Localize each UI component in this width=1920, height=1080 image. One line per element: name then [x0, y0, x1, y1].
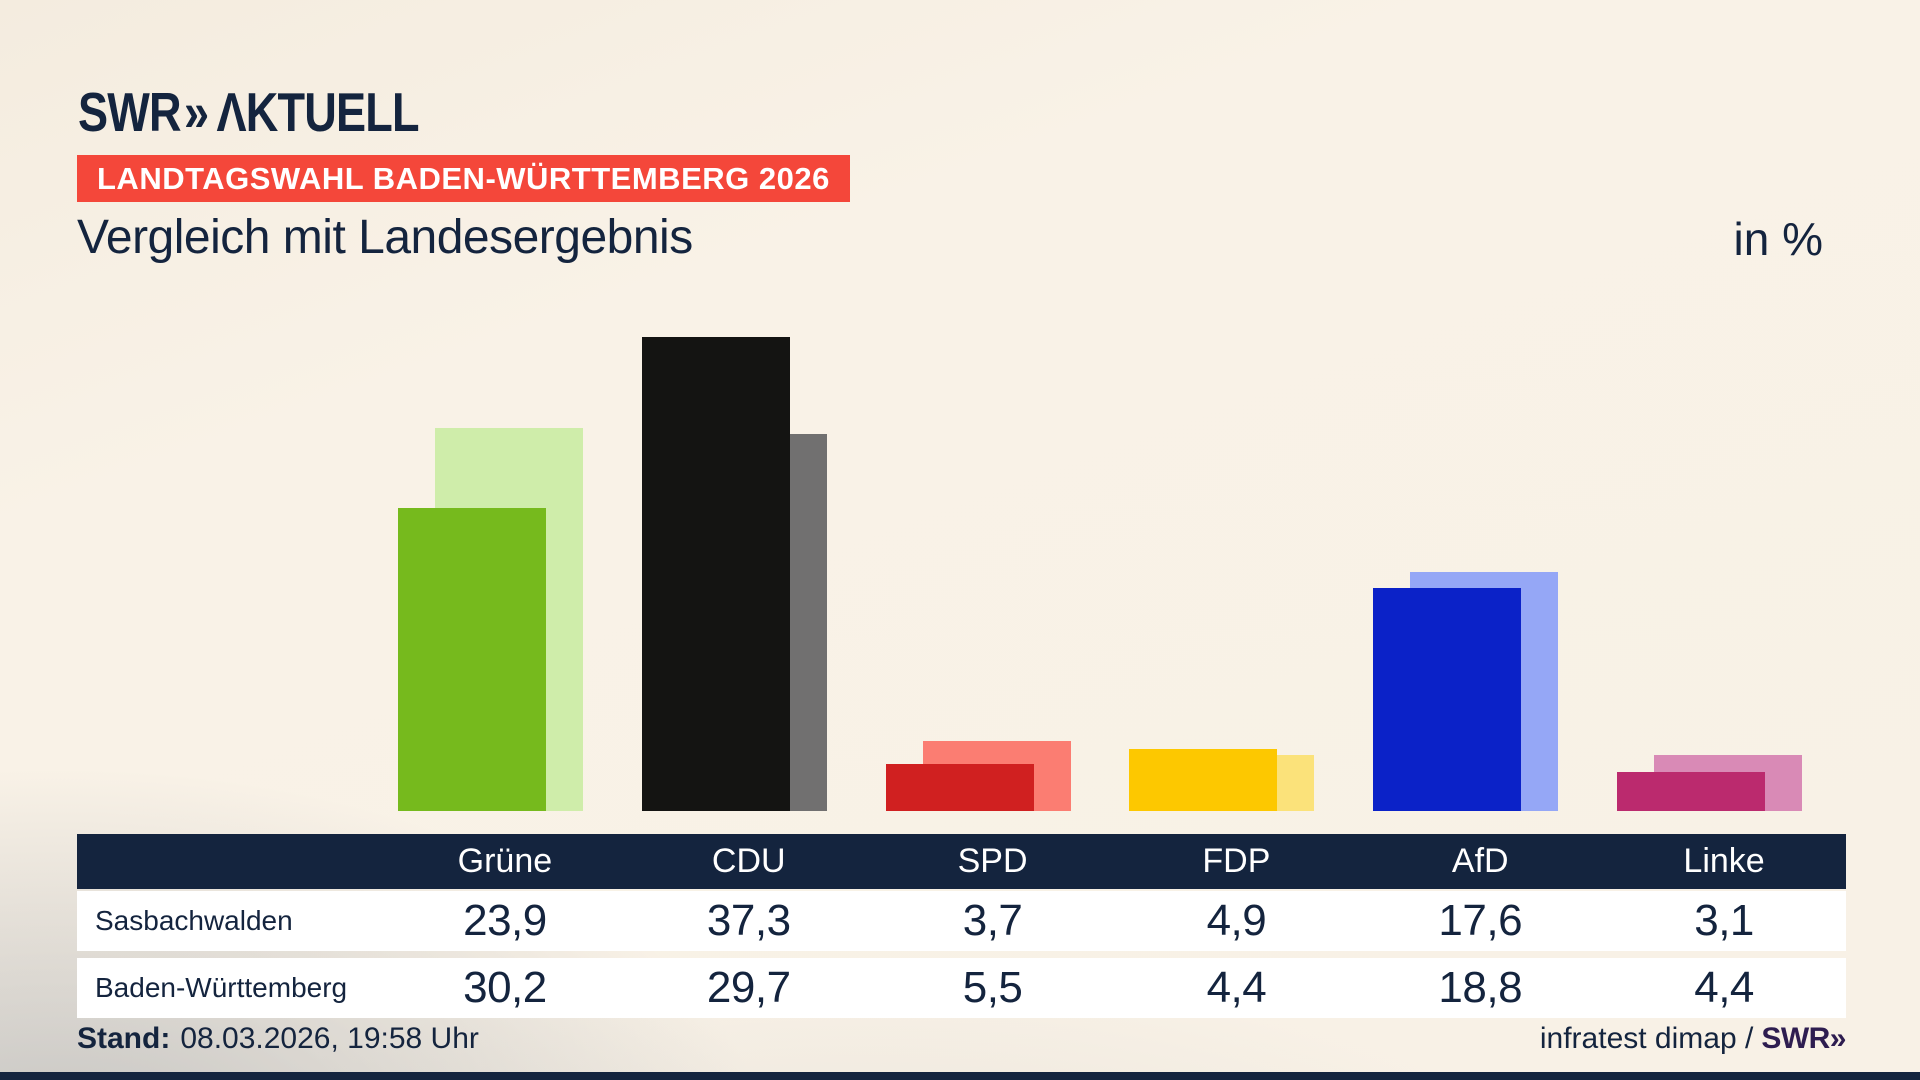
bottom-navy-strip — [0, 1072, 1920, 1080]
party-header-grne: Grüne — [457, 842, 553, 880]
bar-fdp-sasbachwalden — [1129, 748, 1278, 811]
double-chevron-icon: » — [184, 81, 209, 143]
value-cell-grne-badenwrttemberg: 30,2 — [463, 963, 547, 1012]
party-header-spd: SPD — [957, 842, 1028, 880]
source-line: infratest dimap / SWR» — [1539, 1022, 1847, 1056]
value-cell-fdp-sasbachwalden: 4,9 — [1206, 896, 1267, 945]
value-cell-linke-badenwrttemberg: 4,4 — [1694, 963, 1754, 1012]
swr-logo-text: SWR — [78, 81, 182, 143]
stand-value: 08.03.2026, 19:58 Uhr — [180, 1022, 479, 1055]
bar-grne-sasbachwalden — [397, 507, 546, 811]
party-header-fdp: FDP — [1202, 842, 1271, 880]
bar-cdu-sasbachwalden — [641, 337, 790, 811]
value-cell-afd-badenwrttemberg: 18,8 — [1438, 963, 1523, 1012]
party-header-cdu: CDU — [711, 842, 786, 880]
party-header-afd: AfD — [1451, 842, 1509, 880]
row-label: Sasbachwalden — [95, 905, 293, 936]
party-header-linke: Linke — [1683, 842, 1765, 880]
value-cell-spd-sasbachwalden: 3,7 — [962, 896, 1023, 945]
value-cell-spd-badenwrttemberg: 5,5 — [962, 963, 1023, 1012]
value-cell-cdu-badenwrttemberg: 29,7 — [706, 963, 791, 1012]
swr-aktuell-logo: SWR» ΛKTUELL — [78, 80, 420, 144]
bar-spd-sasbachwalden — [885, 764, 1034, 811]
bar-afd-sasbachwalden — [1373, 587, 1522, 811]
table-row-sasbachwalden: Sasbachwalden 23,9 37,3 3,7 4,9 17,6 3,1 — [77, 891, 1846, 951]
election-badge: LANDTAGSWAHL BADEN-WÜRTTEMBERG 2026 — [77, 155, 850, 202]
value-cell-afd-sasbachwalden: 17,6 — [1438, 896, 1523, 945]
value-cell-fdp-badenwrttemberg: 4,4 — [1206, 963, 1267, 1012]
stand-line: Stand: 08.03.2026, 19:58 Uhr — [77, 1022, 479, 1056]
aktuell-logo-text: ΛKTUELL — [216, 81, 420, 143]
value-cell-linke-sasbachwalden: 3,1 — [1694, 896, 1754, 945]
value-cell-grne-sasbachwalden: 23,9 — [463, 896, 547, 945]
value-cell-cdu-sasbachwalden: 37,3 — [706, 896, 791, 945]
source-text: infratest dimap / — [1539, 1022, 1754, 1055]
table-header-row: Grüne CDU SPD FDP AfD Linke — [77, 834, 1846, 889]
bar-linke-sasbachwalden — [1617, 771, 1766, 811]
row-label: Baden-Württemberg — [95, 972, 348, 1003]
table-row-baden-wuerttemberg: Baden-Württemberg 30,2 29,7 5,5 4,4 18,8 4,4 — [77, 958, 1846, 1018]
page-title: Vergleich mit Landesergebnis — [77, 211, 693, 264]
results-table: Grüne CDU SPD FDP AfD Linke Sasbachwalden 23,9… — [77, 834, 1846, 1018]
unit-label: in % — [1733, 213, 1823, 265]
swr-source-logo: SWR» — [1761, 1022, 1846, 1055]
stand-label: Stand: — [77, 1022, 171, 1055]
